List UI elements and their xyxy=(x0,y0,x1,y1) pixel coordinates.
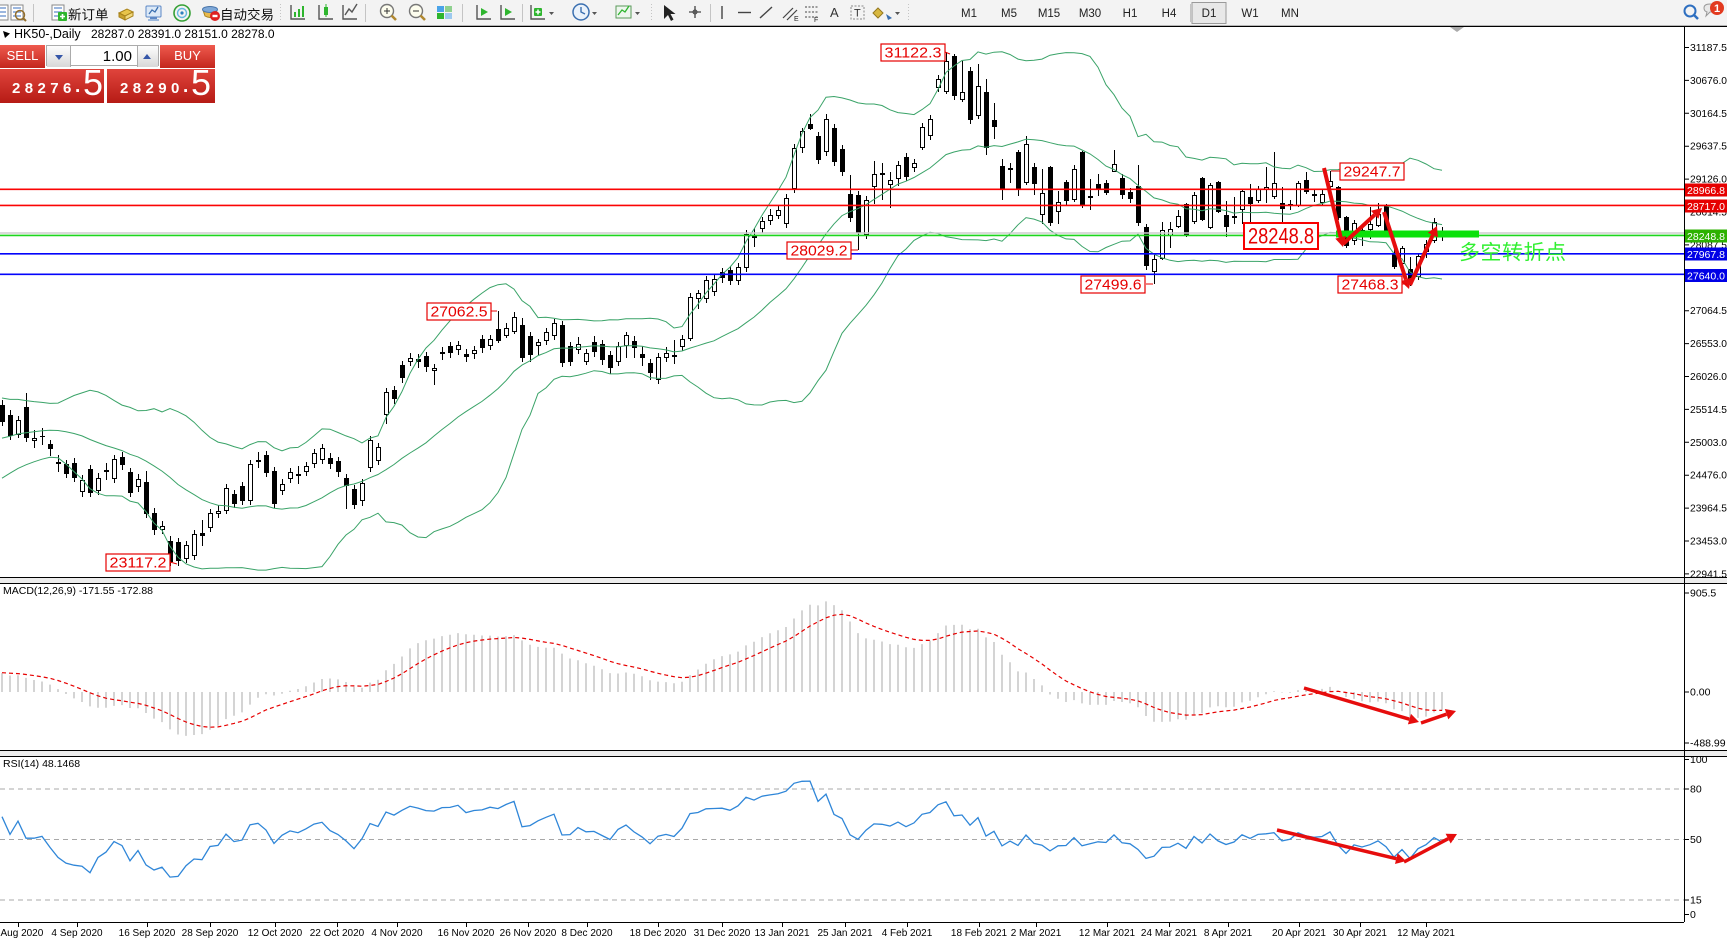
svg-text:29126.0: 29126.0 xyxy=(1690,174,1727,186)
svg-text:D1: D1 xyxy=(1202,8,1217,20)
svg-text:23964.5: 23964.5 xyxy=(1690,503,1727,515)
svg-text:4 Sep 2020: 4 Sep 2020 xyxy=(51,928,103,939)
svg-text:25514.5: 25514.5 xyxy=(1690,404,1727,416)
svg-text:0.00: 0.00 xyxy=(1690,687,1711,699)
svg-text:23453.0: 23453.0 xyxy=(1690,536,1727,548)
svg-text:5 Aug 2020: 5 Aug 2020 xyxy=(0,928,44,939)
svg-text:4 Nov 2020: 4 Nov 2020 xyxy=(371,928,423,939)
svg-text:22941.5: 22941.5 xyxy=(1690,568,1727,580)
svg-text:27967.8: 27967.8 xyxy=(1687,249,1725,261)
svg-text:27062.5: 27062.5 xyxy=(431,304,488,321)
svg-text:RSI(14) 48.1468: RSI(14) 48.1468 xyxy=(3,758,80,770)
svg-text:H4: H4 xyxy=(1162,8,1177,20)
svg-text:30164.5: 30164.5 xyxy=(1690,108,1727,120)
svg-text:1: 1 xyxy=(1714,3,1720,15)
svg-text:12 Mar 2021: 12 Mar 2021 xyxy=(1079,928,1136,939)
svg-text:28717.0: 28717.0 xyxy=(1687,201,1725,213)
svg-text:-488.99: -488.99 xyxy=(1690,738,1726,750)
svg-text:30676.0: 30676.0 xyxy=(1690,75,1727,87)
svg-text:0: 0 xyxy=(1690,909,1696,921)
svg-text:28248.8: 28248.8 xyxy=(1248,224,1314,249)
svg-text:23117.2: 23117.2 xyxy=(110,555,167,572)
svg-text:H1: H1 xyxy=(1123,8,1138,20)
svg-text:28966.8: 28966.8 xyxy=(1687,185,1725,197)
svg-text:28029.2: 28029.2 xyxy=(791,243,848,260)
svg-text:16 Sep 2020: 16 Sep 2020 xyxy=(119,928,176,939)
svg-text:M5: M5 xyxy=(1001,8,1017,20)
svg-text:M30: M30 xyxy=(1079,8,1101,20)
svg-text:31187.5: 31187.5 xyxy=(1690,42,1727,54)
svg-text:80: 80 xyxy=(1690,784,1702,796)
svg-text:18 Feb 2021: 18 Feb 2021 xyxy=(951,928,1008,939)
svg-text:A: A xyxy=(830,5,839,20)
svg-text:20 Apr 2021: 20 Apr 2021 xyxy=(1272,928,1326,939)
svg-text:27640.0: 27640.0 xyxy=(1687,271,1725,283)
svg-text:MACD(12,26,9) -171.55 -172.88: MACD(12,26,9) -171.55 -172.88 xyxy=(3,585,153,597)
svg-text:12 Oct 2020: 12 Oct 2020 xyxy=(248,928,303,939)
svg-text:30 Apr 2021: 30 Apr 2021 xyxy=(1333,928,1387,939)
svg-text:26026.0: 26026.0 xyxy=(1690,371,1727,383)
svg-text:W1: W1 xyxy=(1241,8,1258,20)
svg-text:29247.7: 29247.7 xyxy=(1344,164,1401,181)
svg-text:12 May 2021: 12 May 2021 xyxy=(1397,928,1455,939)
svg-text:E: E xyxy=(794,16,799,23)
svg-text:8 Dec 2020: 8 Dec 2020 xyxy=(561,928,613,939)
svg-text:27468.3: 27468.3 xyxy=(1342,277,1399,294)
svg-text:F: F xyxy=(814,17,818,24)
svg-text:50: 50 xyxy=(1690,834,1702,846)
svg-text:M1: M1 xyxy=(961,8,977,20)
svg-text:28287.0 28391.0 28151.0 28278.: 28287.0 28391.0 28151.0 28278.0 xyxy=(91,27,275,41)
svg-text:28 Sep 2020: 28 Sep 2020 xyxy=(182,928,239,939)
svg-text:28248.8: 28248.8 xyxy=(1687,231,1725,243)
svg-text:27499.6: 27499.6 xyxy=(1085,277,1142,294)
svg-text:13 Jan 2021: 13 Jan 2021 xyxy=(754,928,809,939)
svg-text:26 Nov 2020: 26 Nov 2020 xyxy=(500,928,557,939)
svg-text:T: T xyxy=(854,8,861,20)
svg-text:M15: M15 xyxy=(1038,8,1060,20)
svg-text:HK50-,Daily: HK50-,Daily xyxy=(14,27,81,41)
svg-text:8 Apr 2021: 8 Apr 2021 xyxy=(1204,928,1253,939)
svg-text:905.5: 905.5 xyxy=(1690,588,1716,600)
svg-text:22 Oct 2020: 22 Oct 2020 xyxy=(310,928,365,939)
svg-text:15: 15 xyxy=(1690,895,1702,907)
svg-text:31122.3: 31122.3 xyxy=(885,45,942,62)
svg-text:25 Jan 2021: 25 Jan 2021 xyxy=(817,928,872,939)
svg-text:16 Nov 2020: 16 Nov 2020 xyxy=(438,928,495,939)
svg-text:100: 100 xyxy=(1690,754,1708,766)
svg-text:26553.0: 26553.0 xyxy=(1690,338,1727,350)
svg-text:18 Dec 2020: 18 Dec 2020 xyxy=(630,928,687,939)
svg-text:24476.0: 24476.0 xyxy=(1690,470,1727,482)
svg-text:MN: MN xyxy=(1281,8,1299,20)
svg-text:29637.5: 29637.5 xyxy=(1690,141,1727,153)
svg-text:4 Feb 2021: 4 Feb 2021 xyxy=(882,928,933,939)
svg-text:2 Mar 2021: 2 Mar 2021 xyxy=(1011,928,1062,939)
svg-text:31 Dec 2020: 31 Dec 2020 xyxy=(694,928,751,939)
svg-text:25003.0: 25003.0 xyxy=(1690,437,1727,449)
svg-text:24 Mar 2021: 24 Mar 2021 xyxy=(1141,928,1198,939)
svg-text:27064.5: 27064.5 xyxy=(1690,305,1727,317)
